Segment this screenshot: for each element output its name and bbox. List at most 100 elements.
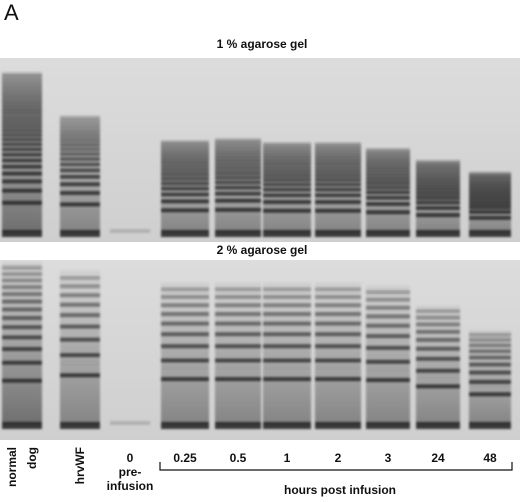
band — [469, 195, 511, 200]
band — [215, 321, 261, 326]
band — [215, 180, 261, 185]
band — [315, 294, 361, 299]
lane-label: 24 — [431, 451, 445, 465]
band — [315, 200, 361, 204]
band — [315, 156, 361, 161]
band — [60, 119, 100, 124]
band — [110, 229, 150, 233]
band — [469, 198, 511, 203]
band — [161, 151, 209, 156]
band — [366, 378, 410, 383]
band — [161, 158, 209, 163]
lane-label: 0.5 — [230, 451, 247, 465]
band — [366, 167, 410, 172]
band — [315, 193, 361, 198]
band — [416, 166, 460, 171]
lane-label: 48 — [483, 451, 497, 465]
band — [469, 392, 511, 397]
band — [60, 123, 100, 128]
band — [161, 422, 209, 429]
band — [2, 113, 42, 118]
band — [263, 358, 311, 363]
lane-label: 3 — [385, 451, 392, 465]
band — [366, 158, 410, 163]
lane-label: 0.25 — [173, 451, 197, 465]
band — [263, 377, 311, 382]
band — [469, 183, 511, 188]
band — [60, 353, 100, 358]
band — [366, 323, 410, 328]
band — [366, 155, 410, 160]
band — [315, 173, 361, 178]
band — [366, 174, 410, 178]
band — [2, 99, 42, 104]
band — [215, 377, 261, 382]
band — [2, 188, 42, 193]
band — [60, 324, 100, 329]
band — [469, 210, 511, 214]
band — [263, 162, 311, 167]
band — [416, 322, 460, 327]
band — [416, 179, 460, 184]
band — [60, 191, 100, 195]
band — [263, 193, 311, 198]
band — [315, 182, 361, 187]
lane-label: pre- — [119, 465, 142, 479]
band — [215, 294, 261, 299]
band — [366, 359, 410, 364]
band — [161, 358, 209, 363]
band — [263, 142, 311, 147]
band — [315, 170, 361, 174]
band — [215, 175, 261, 180]
band — [263, 344, 311, 349]
band — [215, 163, 261, 168]
band — [263, 153, 311, 158]
band — [215, 156, 261, 161]
band — [263, 145, 311, 150]
band — [2, 81, 42, 86]
band — [315, 332, 361, 337]
band — [2, 347, 42, 352]
band — [263, 170, 311, 174]
band — [469, 185, 511, 190]
band — [2, 422, 42, 429]
band — [263, 287, 311, 292]
band — [2, 147, 42, 152]
band — [263, 332, 311, 337]
time-axis-label: hours post infusion — [284, 483, 396, 497]
band — [315, 178, 361, 183]
band — [315, 377, 361, 382]
band — [215, 303, 261, 308]
band — [469, 190, 511, 194]
band — [161, 146, 209, 151]
lane-label: normal — [5, 447, 19, 487]
band — [366, 161, 410, 166]
band — [416, 309, 460, 314]
band — [60, 284, 100, 289]
band — [2, 230, 42, 237]
band — [60, 116, 100, 121]
band — [366, 164, 410, 169]
band — [2, 116, 42, 121]
band — [416, 182, 460, 186]
band — [215, 141, 261, 146]
band — [263, 312, 311, 317]
band — [60, 126, 100, 131]
band — [60, 202, 100, 207]
band — [161, 377, 209, 382]
band — [263, 156, 311, 161]
band — [2, 158, 42, 163]
band — [2, 89, 42, 94]
band — [469, 362, 511, 367]
gel-title: 2 % agarose gel — [217, 243, 308, 257]
band — [161, 181, 209, 186]
band — [416, 230, 460, 237]
band — [215, 138, 261, 143]
band — [60, 422, 100, 429]
band — [2, 315, 42, 320]
band — [416, 384, 460, 389]
band — [416, 200, 460, 205]
band — [469, 337, 511, 342]
band — [416, 213, 460, 218]
